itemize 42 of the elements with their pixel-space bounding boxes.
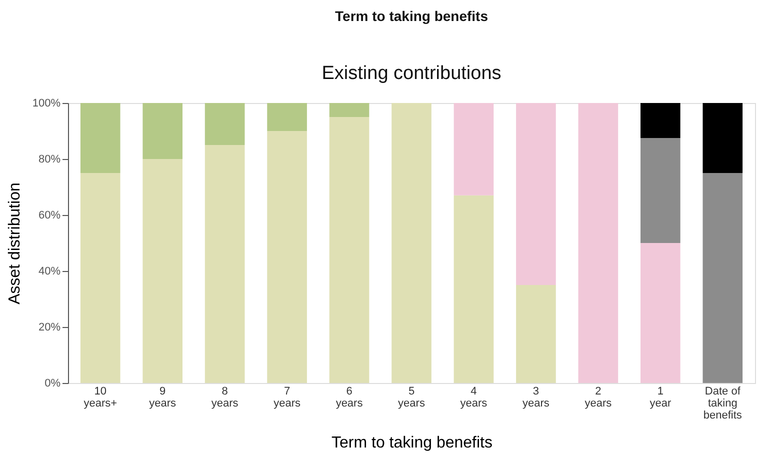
bar — [329, 103, 370, 117]
y-tick-label: 100% — [32, 98, 61, 110]
x-tick-label: 3 years — [522, 386, 550, 410]
y-tick-label: 40% — [38, 266, 61, 278]
bar — [640, 138, 680, 243]
bar — [142, 103, 182, 159]
y-tick-label: 80% — [38, 154, 61, 166]
bar — [142, 159, 182, 383]
bar — [267, 131, 307, 383]
bar — [204, 103, 245, 145]
x-tick-label: 5 years — [398, 386, 426, 410]
x-tick-label: 9 years — [149, 386, 177, 410]
text: Term to taking benefits — [335, 8, 488, 24]
x-tick-label: 4 years — [460, 386, 488, 410]
bar — [267, 103, 307, 131]
bar — [702, 103, 743, 173]
y-tick-label: 60% — [38, 210, 61, 222]
x-tick-label: Date of taking benefits — [703, 386, 742, 422]
bar — [454, 103, 494, 196]
x-tick-label: 2 years — [584, 386, 612, 410]
bar — [516, 285, 556, 383]
bar — [204, 145, 245, 383]
x-tick-label: 8 years — [211, 386, 239, 410]
bar — [329, 117, 370, 383]
x-axis-title: Term to taking benefits — [332, 434, 492, 452]
bar — [640, 103, 680, 138]
bar — [392, 103, 432, 383]
y-axis-title: Asset distribution — [6, 182, 24, 304]
y-tick-label: 20% — [38, 322, 61, 334]
bar — [640, 243, 680, 383]
bar — [80, 103, 120, 173]
bar — [578, 103, 618, 383]
x-tick-label: 7 years — [274, 386, 301, 410]
bar — [516, 103, 556, 285]
x-tick-label: 1 year — [650, 386, 672, 410]
bar — [702, 173, 743, 383]
bar — [454, 195, 494, 383]
y-tick-label: 0% — [44, 378, 61, 390]
x-tick-label: 10 years+ — [84, 386, 118, 410]
bar — [80, 173, 120, 383]
chart-title: Existing contributions — [322, 63, 502, 84]
x-tick-label: 6 years — [336, 386, 364, 410]
